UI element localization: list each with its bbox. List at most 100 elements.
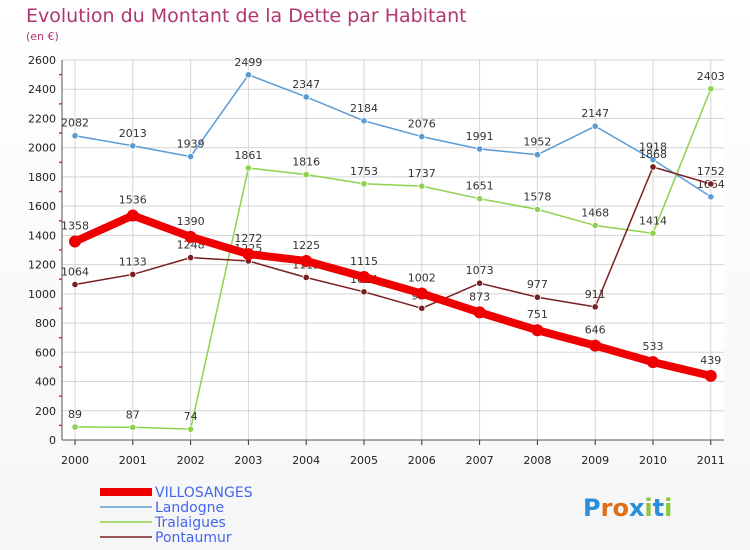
data-point — [126, 209, 139, 222]
data-label: 2347 — [292, 78, 320, 91]
y-tick-label: 1400 — [28, 229, 56, 242]
data-point — [707, 85, 715, 93]
data-label: 1536 — [119, 194, 147, 207]
data-point — [533, 293, 542, 301]
data-label: 2403 — [697, 70, 725, 83]
data-point — [71, 280, 79, 289]
data-label: 2076 — [408, 118, 436, 131]
data-point — [473, 306, 486, 319]
proxiti-logo: Proxiti — [583, 494, 672, 522]
y-tick-label: 400 — [35, 376, 56, 389]
data-label: 911 — [585, 288, 606, 301]
data-label: 74 — [184, 410, 198, 423]
logo-letter: P — [583, 494, 601, 522]
data-point — [244, 164, 252, 172]
data-label: 1390 — [177, 215, 205, 228]
y-tick-label: 200 — [35, 405, 56, 418]
plot-area — [62, 60, 724, 440]
legend-label: VILLOSANGES — [155, 485, 253, 501]
data-point — [360, 180, 368, 188]
data-label: 1578 — [523, 190, 551, 203]
data-label: 2147 — [581, 107, 609, 120]
data-label: 87 — [126, 408, 140, 421]
data-label: 1064 — [61, 265, 89, 278]
series-line — [74, 166, 712, 310]
data-label: 1753 — [350, 165, 378, 178]
data-point — [300, 254, 313, 267]
data-label: 1816 — [292, 156, 320, 169]
x-tick-label: 2000 — [61, 454, 89, 467]
data-point — [707, 193, 715, 201]
data-label: 2184 — [350, 102, 378, 115]
series-line — [74, 74, 712, 198]
chart-title: Evolution du Montant de la Dette par Hab… — [26, 5, 467, 27]
data-point — [649, 156, 657, 164]
data-point — [129, 142, 137, 150]
data-point — [358, 271, 370, 284]
series-landogne: 2082 2013 1939 2499 2347 2184 2076 1991 1952 2147… — [61, 56, 725, 201]
data-point — [187, 254, 195, 262]
data-point — [649, 163, 657, 171]
data-label: 1939 — [177, 138, 205, 151]
data-label: 1002 — [408, 272, 436, 285]
y-tick-label: 2200 — [28, 112, 56, 125]
data-label: 1991 — [466, 130, 494, 143]
x-tick-label: 2002 — [177, 454, 205, 467]
y-tick-label: 2400 — [28, 83, 56, 96]
logo-letter: r — [601, 494, 613, 522]
data-point — [647, 356, 659, 369]
data-label: 646 — [585, 324, 606, 337]
data-point — [129, 270, 137, 279]
data-label: 2013 — [119, 127, 147, 140]
data-label: 1225 — [292, 239, 320, 252]
data-label: 1272 — [234, 232, 262, 245]
logo-letter: x — [629, 494, 645, 522]
data-point — [591, 221, 599, 230]
y-tick-label: 2000 — [28, 142, 56, 155]
data-label: 1952 — [523, 136, 551, 149]
y-tick-label: 1800 — [28, 171, 56, 184]
series-pontaumur: 1064113312481225111210149011073977911186… — [61, 148, 725, 312]
data-label: 1918 — [639, 141, 667, 154]
data-point — [418, 132, 426, 141]
y-tick-label: 0 — [49, 434, 56, 447]
data-label: 2082 — [61, 117, 89, 130]
x-tick-label: 2009 — [581, 454, 609, 467]
data-label: 1414 — [639, 214, 667, 227]
x-tick-label: 2006 — [408, 454, 436, 467]
series-line — [74, 88, 712, 430]
data-point — [475, 279, 484, 287]
chart-subtitle: (en €) — [26, 30, 59, 43]
data-label: 89 — [68, 408, 82, 421]
x-tick-label: 2003 — [234, 454, 262, 467]
y-tick-label: 1200 — [28, 259, 56, 272]
data-point — [649, 229, 657, 237]
data-label: 873 — [469, 290, 490, 303]
data-point — [707, 180, 715, 188]
data-point — [71, 423, 79, 431]
data-label: 1861 — [234, 149, 262, 162]
x-tick-label: 2007 — [466, 454, 494, 467]
data-point — [360, 117, 368, 125]
legend-label: Tralaigues — [154, 515, 226, 531]
data-label: 751 — [527, 308, 548, 321]
data-point — [71, 132, 79, 140]
y-tick-label: 1000 — [28, 288, 56, 301]
data-label: 2499 — [234, 56, 262, 69]
data-point — [242, 248, 255, 261]
data-label: 1133 — [119, 255, 147, 268]
data-label: 1073 — [466, 264, 494, 277]
data-label: 1752 — [697, 165, 725, 178]
data-label: 439 — [700, 354, 721, 367]
x-tick-label: 2010 — [639, 454, 667, 467]
x-tick-label: 2001 — [119, 454, 147, 467]
data-point — [244, 71, 252, 79]
logo-letter: i — [664, 494, 672, 522]
y-tick-label: 1600 — [28, 200, 56, 213]
series-villosanges: 1358 1536 1390 1272 1225 1115 1002 873 751 646 533… — [61, 194, 721, 382]
grid — [62, 59, 724, 441]
data-point — [533, 151, 542, 159]
logo-letter: i — [644, 494, 652, 522]
